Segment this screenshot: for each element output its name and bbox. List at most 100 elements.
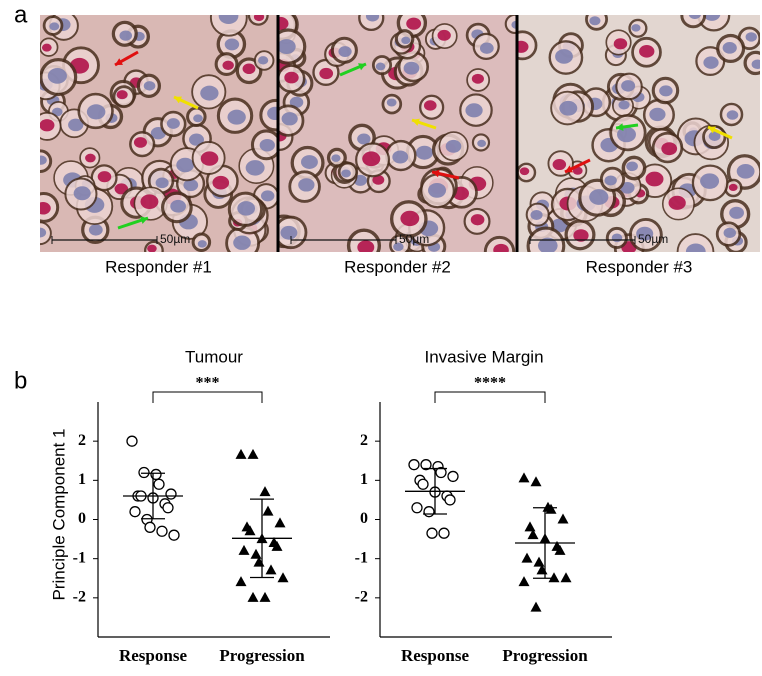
x-tick-label: Progression — [502, 646, 588, 665]
nucleus — [279, 16, 289, 31]
nucleus — [189, 133, 204, 146]
nucleus — [688, 15, 702, 19]
nucleus — [40, 227, 47, 238]
data-point — [417, 478, 429, 490]
nucleus — [183, 179, 199, 192]
nucleus — [518, 40, 529, 53]
data-point — [524, 521, 536, 532]
nucleus — [200, 151, 219, 166]
nucleus — [645, 171, 664, 187]
y-tick-label: -1 — [73, 549, 86, 566]
nucleus — [661, 142, 678, 156]
micrograph-caption: Responder #1 — [105, 257, 212, 276]
nucleus — [659, 85, 673, 97]
nucleus — [428, 183, 447, 198]
data-point — [444, 494, 456, 506]
data-point — [259, 591, 271, 602]
nucleus — [166, 118, 180, 129]
chart-title: Invasive Margin — [424, 347, 543, 366]
nucleus — [47, 68, 67, 84]
micrograph: 50µm Responder #2 — [279, 15, 516, 276]
data-point — [247, 448, 259, 459]
arrow-head — [140, 216, 148, 224]
nucleus — [212, 175, 230, 190]
panel-label: b — [14, 367, 27, 394]
nucleus — [401, 36, 411, 45]
data-point — [156, 525, 168, 537]
nucleus — [362, 151, 381, 167]
arrow-head — [174, 96, 182, 104]
nucleus — [73, 186, 91, 201]
nucleus — [331, 154, 341, 162]
nucleus — [726, 110, 739, 120]
data-point — [271, 540, 283, 551]
cell — [504, 15, 516, 34]
scale-bar-label: 50µm — [160, 232, 190, 246]
data-point — [153, 478, 165, 490]
data-point — [235, 576, 247, 587]
nucleus — [636, 226, 654, 241]
nucleus — [86, 104, 106, 120]
data-point — [244, 525, 256, 536]
nucleus — [700, 173, 720, 189]
x-tick-label: Response — [401, 646, 469, 665]
y-tick-label: 1 — [360, 471, 368, 488]
nucleus — [559, 100, 578, 116]
data-point — [262, 505, 274, 516]
nucleus — [197, 240, 207, 248]
arrow-head — [432, 169, 440, 178]
nucleus — [375, 62, 386, 71]
nucleus — [40, 155, 47, 165]
nucleus — [237, 201, 256, 216]
nucleus — [611, 233, 623, 243]
nucleus — [649, 107, 666, 122]
nucleus — [530, 210, 543, 220]
nucleus — [751, 59, 760, 70]
arrow-head — [358, 63, 366, 71]
nucleus — [723, 227, 737, 238]
data-point — [527, 529, 539, 540]
nucleus — [729, 206, 744, 219]
cell — [209, 15, 248, 37]
data-point — [129, 506, 141, 518]
nucleus — [445, 139, 462, 153]
nucleus — [49, 22, 60, 31]
nucleus — [319, 67, 334, 80]
nucleus — [233, 235, 251, 250]
nucleus — [222, 60, 234, 70]
nucleus — [341, 169, 351, 178]
nucleus — [477, 139, 487, 148]
data-point — [438, 527, 450, 539]
significance-bracket — [152, 391, 263, 403]
y-tick-label: -2 — [73, 589, 86, 606]
data-point — [238, 544, 250, 555]
nucleus — [279, 39, 296, 55]
nucleus — [147, 244, 157, 252]
nucleus — [403, 61, 420, 75]
nucleus — [493, 243, 509, 252]
data-point — [259, 486, 271, 497]
nucleus — [176, 157, 195, 173]
nucleus — [253, 15, 265, 22]
nucleus — [88, 224, 103, 236]
nucleus — [170, 199, 186, 213]
micrograph: 50µm Responder #3 — [518, 15, 760, 276]
nucleus — [298, 178, 315, 192]
nucleus — [267, 106, 277, 121]
data-point — [144, 521, 156, 533]
nucleus — [470, 214, 485, 226]
data-point — [545, 503, 557, 514]
data-point — [423, 506, 435, 518]
data-point — [168, 529, 180, 541]
significance-label: **** — [474, 375, 506, 392]
nucleus — [703, 15, 721, 21]
nucleus — [620, 181, 635, 194]
arrow-head — [616, 123, 624, 131]
nucleus — [133, 137, 147, 148]
nucleus — [40, 119, 55, 132]
nucleus — [224, 38, 240, 51]
nucleus — [437, 29, 451, 41]
data-point — [530, 476, 542, 487]
micrograph: 50µm Responder #1 — [40, 15, 277, 276]
nucleus — [372, 175, 385, 185]
